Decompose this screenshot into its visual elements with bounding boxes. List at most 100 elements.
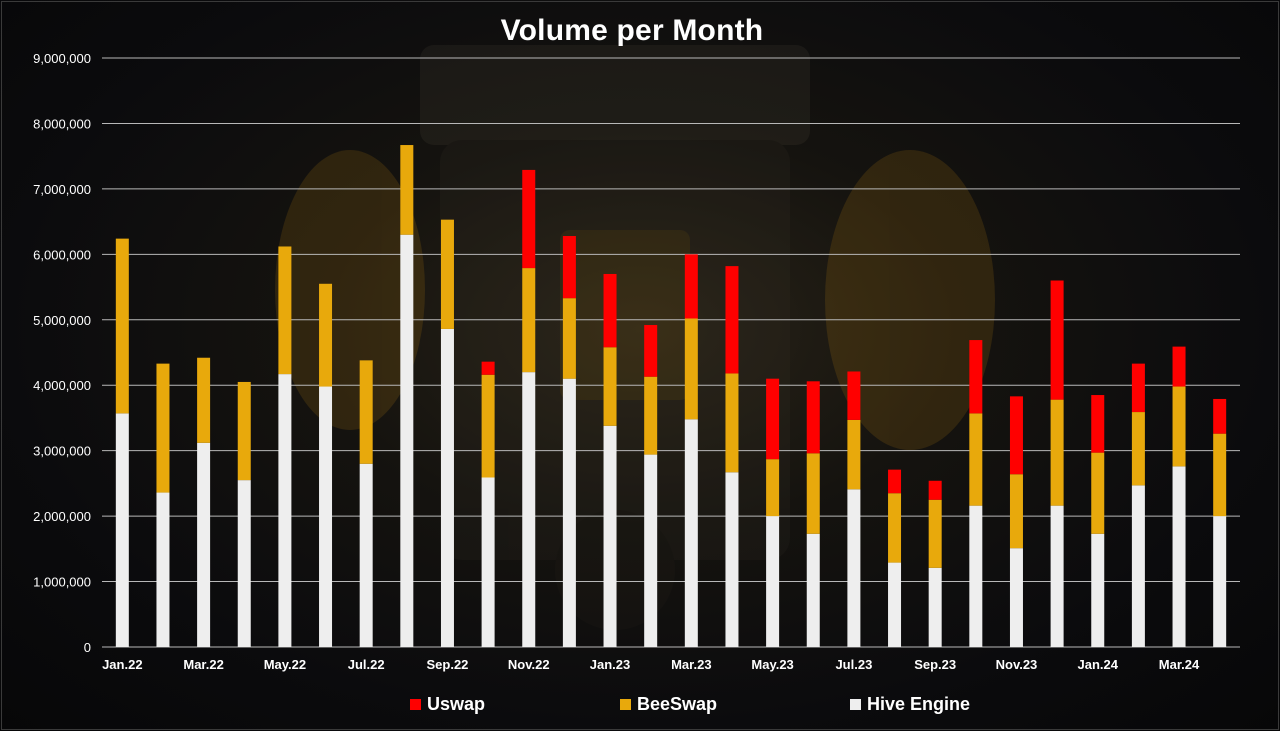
y-tick-label: 0 [84, 640, 91, 655]
x-tick-label: Jan.24 [1078, 657, 1119, 672]
bar-segment-uswap [562, 236, 576, 299]
x-tick-label: May.23 [751, 657, 793, 672]
legend: Uswap BeeSwap Hive Engine [0, 694, 1280, 720]
bar-segment-uswap [725, 266, 739, 374]
bar-segment-hive-engine [847, 489, 861, 647]
bar-segment-beeswap [603, 347, 617, 426]
x-tick-label: Jan.23 [590, 657, 630, 672]
legend-item-uswap: Uswap [410, 694, 485, 715]
bar-segment-beeswap [237, 381, 251, 481]
bar-segment-hive-engine [278, 374, 292, 647]
legend-label-beeswap: BeeSwap [637, 694, 718, 714]
x-tick-label: Jul.23 [835, 657, 872, 672]
bar-segment-beeswap [969, 413, 983, 506]
x-tick-label: Nov.22 [508, 657, 550, 672]
x-tick-label: Jul.22 [348, 657, 385, 672]
bar-segment-uswap [684, 254, 698, 319]
bar-segment-hive-engine [1131, 485, 1145, 647]
bar-segment-beeswap [806, 453, 820, 534]
y-tick-label: 8,000,000 [33, 116, 91, 131]
bar-segment-beeswap [1009, 474, 1023, 549]
bar-segment-beeswap [644, 376, 658, 455]
bar-segment-beeswap [359, 360, 373, 464]
bar-segment-uswap [603, 273, 617, 348]
x-tick-label: Jan.22 [102, 657, 142, 672]
bar-segment-hive-engine [400, 234, 414, 647]
legend-item-hive-engine: Hive Engine [850, 694, 970, 715]
bar-segment-beeswap [684, 318, 698, 420]
bar-segment-hive-engine [1091, 533, 1105, 647]
bar-segment-beeswap [725, 373, 739, 473]
bar-segment-beeswap [1050, 399, 1064, 506]
bar-segment-hive-engine [766, 516, 780, 647]
bar-segment-uswap [1091, 395, 1105, 453]
y-tick-label: 7,000,000 [33, 182, 91, 197]
x-tick-label: Sep.22 [427, 657, 469, 672]
bar-segment-hive-engine [928, 567, 942, 647]
bar-segment-hive-engine [888, 562, 902, 647]
bar-segment-hive-engine [1050, 505, 1064, 647]
y-tick-label: 3,000,000 [33, 444, 91, 459]
bar-segment-hive-engine [481, 477, 495, 647]
bar-segment-beeswap [847, 419, 861, 490]
bar-segment-beeswap [319, 283, 333, 387]
bar-segment-hive-engine [603, 425, 617, 647]
bar-segment-hive-engine [1213, 516, 1227, 647]
bars [115, 145, 1227, 647]
bar-segment-uswap [644, 325, 658, 377]
y-tick-label: 4,000,000 [33, 378, 91, 393]
bar-segment-uswap [1172, 346, 1186, 387]
bar-segment-beeswap [1172, 386, 1186, 467]
y-tick-label: 2,000,000 [33, 509, 91, 524]
bar-segment-hive-engine [319, 386, 333, 647]
x-tick-label: Mar.22 [183, 657, 223, 672]
legend-item-beeswap: BeeSwap [620, 694, 717, 715]
bar-segment-beeswap [928, 499, 942, 568]
bar-segment-beeswap [197, 357, 211, 443]
bar-segment-hive-engine [197, 442, 211, 647]
bar-segment-hive-engine [806, 533, 820, 647]
bar-segment-hive-engine [522, 372, 536, 647]
bar-segment-beeswap [115, 238, 129, 414]
y-tick-label: 9,000,000 [33, 51, 91, 66]
bar-segment-beeswap [522, 268, 536, 373]
legend-swatch-uswap [410, 699, 421, 710]
y-axis-tick-labels: 0 1,000,000 2,000,000 3,000,000 4,000,000 5,0… [33, 51, 91, 655]
bar-segment-uswap [928, 480, 942, 500]
x-axis-tick-labels: Jan.22 Mar.22 May.22 Jul.22 Sep.22 Nov.22 Jan.… [102, 657, 1200, 672]
bar-segment-hive-engine [440, 328, 454, 647]
bar-segment-beeswap [400, 145, 414, 235]
bar-segment-hive-engine [156, 492, 170, 647]
y-tick-label: 5,000,000 [33, 313, 91, 328]
bar-segment-beeswap [278, 246, 292, 375]
y-tick-label: 1,000,000 [33, 575, 91, 590]
bar-segment-hive-engine [644, 454, 658, 647]
bar-segment-beeswap [481, 374, 495, 478]
bar-segment-hive-engine [1172, 466, 1186, 647]
bar-segment-beeswap [888, 493, 902, 563]
bar-segment-beeswap [440, 219, 454, 329]
bar-segment-beeswap [766, 459, 780, 517]
gridlines [102, 57, 1240, 648]
bar-segment-uswap [481, 361, 495, 375]
bar-segment-hive-engine [562, 378, 576, 647]
bar-segment-beeswap [1091, 452, 1105, 534]
bar-segment-hive-engine [725, 472, 739, 647]
bar-segment-hive-engine [684, 419, 698, 647]
bar-segment-beeswap [1213, 433, 1227, 517]
legend-swatch-hive-engine [850, 699, 861, 710]
bar-segment-hive-engine [115, 413, 129, 647]
x-tick-label: May.22 [264, 657, 306, 672]
bar-segment-uswap [969, 340, 983, 414]
y-tick-label: 6,000,000 [33, 247, 91, 262]
bar-segment-hive-engine [1009, 548, 1023, 647]
bar-segment-beeswap [156, 363, 170, 493]
legend-label-hive-engine: Hive Engine [867, 694, 971, 714]
legend-swatch-beeswap [620, 699, 631, 710]
chart-title: Volume per Month [500, 14, 764, 47]
bar-segment-uswap [1050, 280, 1064, 400]
bar-segment-uswap [766, 378, 780, 460]
bar-segment-uswap [1213, 398, 1227, 434]
